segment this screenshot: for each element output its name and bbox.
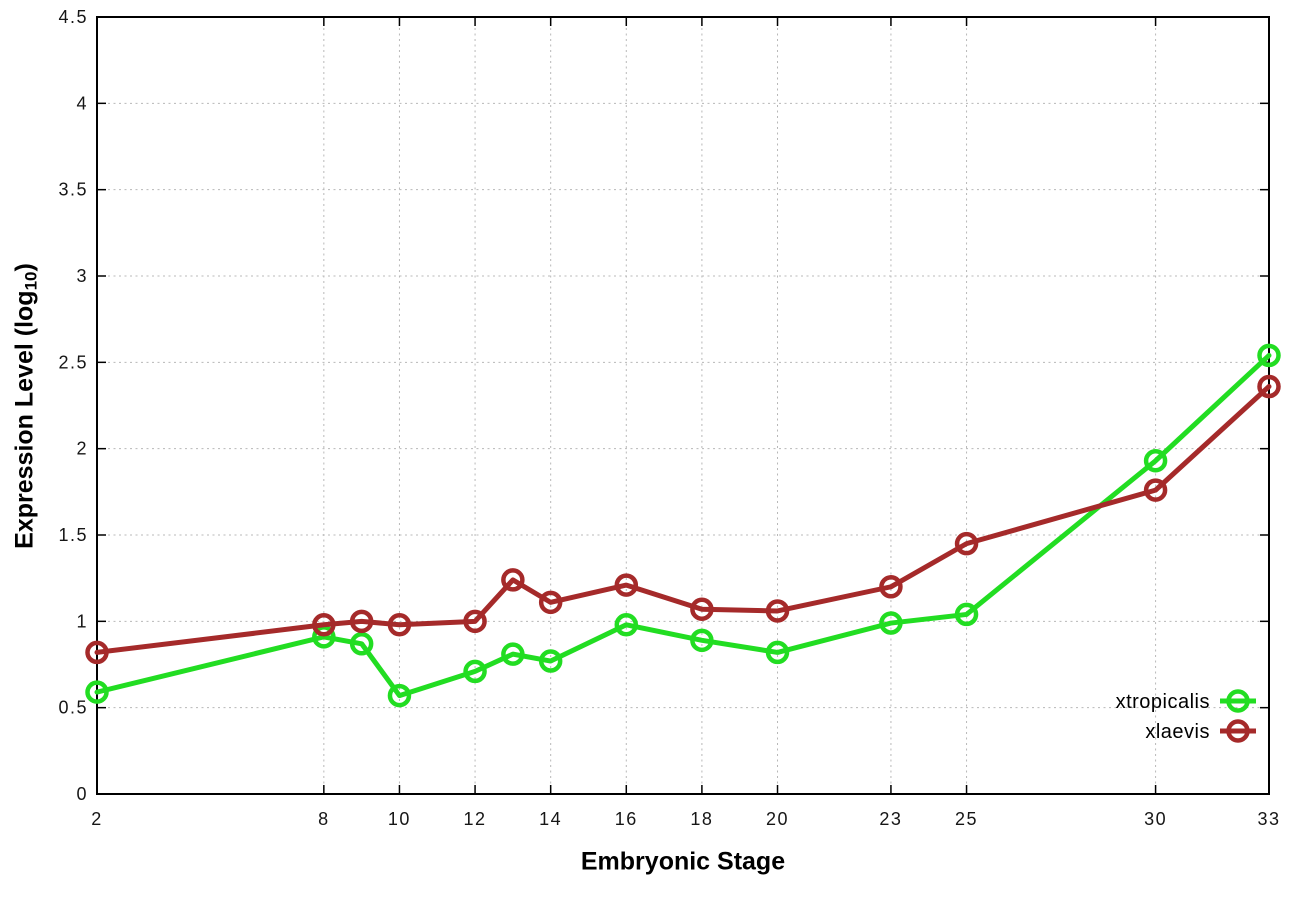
data-point-xlaevis bbox=[765, 599, 790, 623]
x-tick-label: 23 bbox=[879, 809, 902, 829]
data-point-xlaevis bbox=[501, 568, 525, 592]
data-point-xlaevis bbox=[85, 640, 109, 665]
data-point-xlaevis bbox=[463, 609, 487, 634]
x-tick-label: 30 bbox=[1144, 809, 1167, 829]
data-point-xtropicalis bbox=[1257, 343, 1281, 368]
data-point-xtropicalis bbox=[614, 613, 639, 637]
legend-label-xtropicalis: xtropicalis bbox=[1116, 691, 1210, 713]
plot-border bbox=[96, 16, 1270, 795]
y-tick-label: 3.5 bbox=[58, 180, 88, 200]
data-point-xlaevis bbox=[349, 609, 374, 634]
y-axis-title-subscript: 10 bbox=[21, 271, 41, 291]
data-point-xtropicalis bbox=[312, 625, 336, 649]
y-tick-label: 4.5 bbox=[58, 7, 88, 27]
y-tick-label: 2 bbox=[76, 439, 88, 459]
data-point-xtropicalis bbox=[85, 680, 109, 704]
x-tick-label: 25 bbox=[955, 809, 978, 829]
y-axis-title-suffix: ) bbox=[10, 263, 39, 272]
data-point-xlaevis bbox=[538, 590, 563, 615]
data-point-xlaevis bbox=[879, 575, 903, 599]
legend-marker-xtropicalis bbox=[1226, 689, 1250, 713]
y-tick-label: 0 bbox=[76, 784, 88, 804]
data-point-xlaevis bbox=[614, 573, 639, 597]
x-tick-label: 2 bbox=[91, 809, 103, 829]
data-point-xtropicalis bbox=[349, 632, 374, 656]
data-point-xtropicalis bbox=[1143, 449, 1168, 473]
data-point-xtropicalis bbox=[879, 611, 903, 635]
y-tick-label: 0.5 bbox=[58, 698, 88, 718]
y-tick-label: 2.5 bbox=[58, 352, 88, 372]
y-tick-label: 1.5 bbox=[58, 525, 88, 545]
x-tick-label: 8 bbox=[318, 809, 330, 829]
data-point-xtropicalis bbox=[463, 659, 487, 684]
x-tick-label: 18 bbox=[690, 809, 713, 829]
series-line-xtropicalis bbox=[94, 352, 1272, 699]
data-point-xtropicalis bbox=[765, 640, 790, 665]
data-point-xlaevis bbox=[312, 613, 336, 637]
data-point-xlaevis bbox=[1257, 374, 1281, 399]
data-point-xtropicalis bbox=[954, 602, 979, 627]
x-tick-label: 14 bbox=[539, 809, 562, 829]
data-point-xtropicalis bbox=[538, 649, 563, 673]
data-point-xlaevis bbox=[954, 531, 979, 556]
x-tick-label: 12 bbox=[464, 809, 487, 829]
legend-label-xlaevis: xlaevis bbox=[1145, 721, 1210, 743]
data-point-xlaevis bbox=[387, 613, 412, 637]
x-tick-label: 20 bbox=[766, 809, 789, 829]
data-point-xtropicalis bbox=[387, 683, 412, 708]
x-tick-label: 33 bbox=[1257, 809, 1280, 829]
y-axis-title: Expression Level (log10) bbox=[10, 263, 41, 549]
data-point-xtropicalis bbox=[501, 642, 525, 666]
data-point-xlaevis bbox=[690, 597, 714, 621]
y-tick-label: 4 bbox=[76, 93, 88, 113]
y-tick-label: 3 bbox=[76, 266, 88, 286]
x-tick-label: 10 bbox=[388, 809, 411, 829]
x-tick-label: 16 bbox=[615, 809, 638, 829]
legend-marker-xlaevis bbox=[1226, 719, 1250, 743]
y-tick-label: 1 bbox=[76, 611, 88, 631]
x-axis-title: Embryonic Stage bbox=[580, 847, 786, 876]
y-axis-title-text: Expression Level (log bbox=[10, 290, 39, 549]
series-line-xlaevis bbox=[94, 384, 1272, 655]
data-point-xtropicalis bbox=[690, 628, 714, 653]
data-point-xlaevis bbox=[1143, 478, 1168, 502]
